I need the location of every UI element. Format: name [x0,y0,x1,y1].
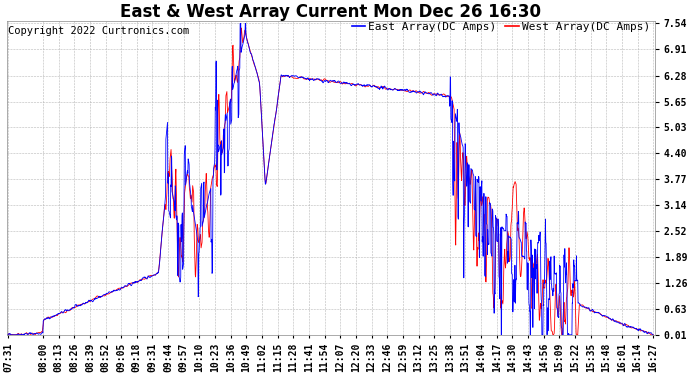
Title: East & West Array Current Mon Dec 26 16:30: East & West Array Current Mon Dec 26 16:… [120,3,541,21]
Legend: East Array(DC Amps), West Array(DC Amps): East Array(DC Amps), West Array(DC Amps) [347,18,655,37]
Text: Copyright 2022 Curtronics.com: Copyright 2022 Curtronics.com [8,26,189,36]
